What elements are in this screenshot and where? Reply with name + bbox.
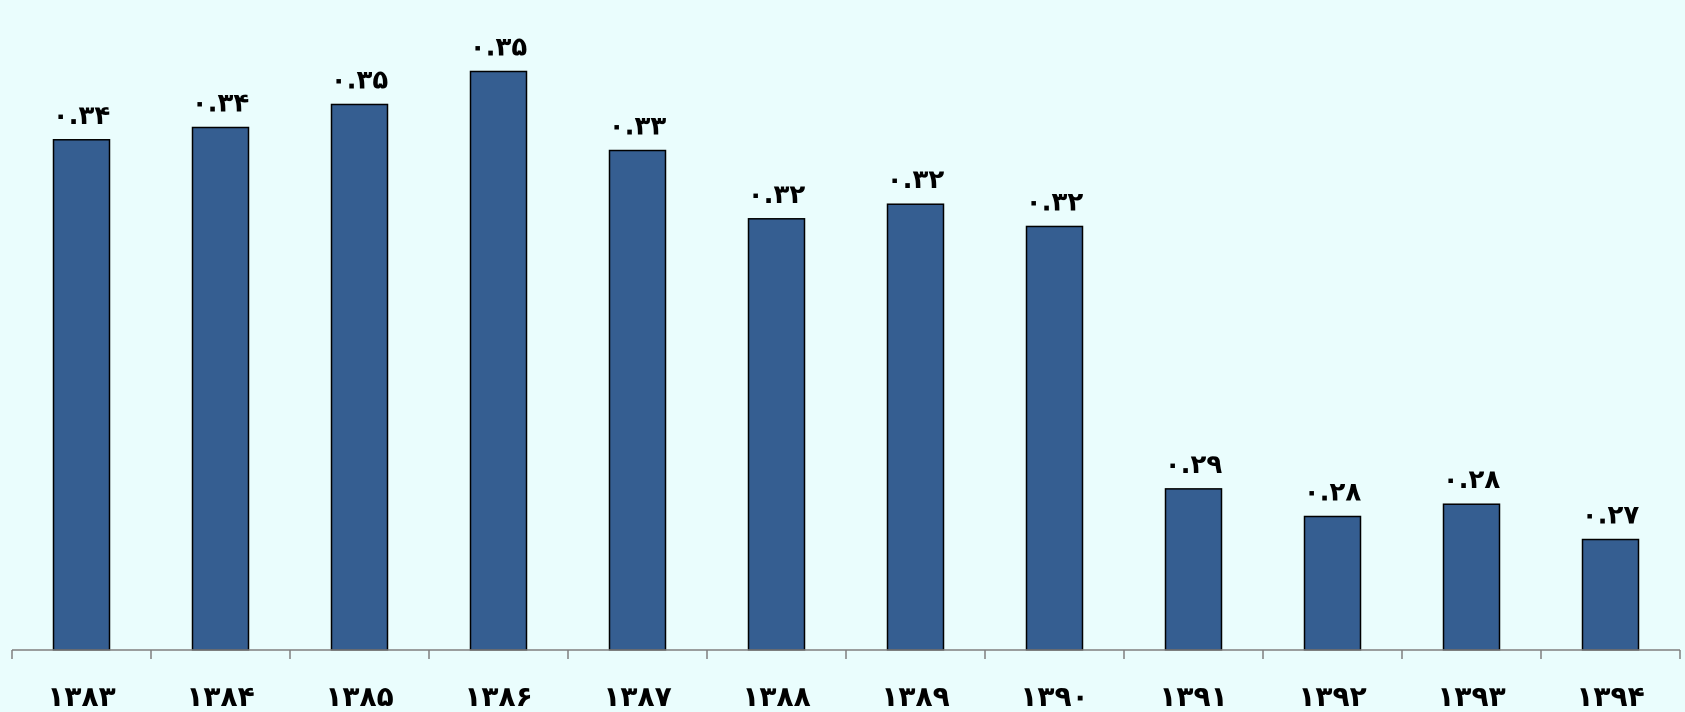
bar-5 [747, 218, 806, 651]
bar-3 [469, 70, 528, 651]
bar-2 [330, 103, 389, 651]
bar-10 [1442, 503, 1501, 651]
bar-1 [191, 126, 250, 651]
data-label-0: ۰.۳۴ [53, 101, 110, 131]
data-label-5: ۰.۳۲ [748, 180, 806, 210]
bar-6 [886, 203, 945, 651]
x-tick-label-9: ۱۳۹۲ [1298, 680, 1366, 712]
x-tick-label-2: ۱۳۸۵ [325, 680, 393, 712]
data-label-9: ۰.۲۸ [1304, 477, 1362, 507]
bar-0 [52, 139, 111, 651]
x-tick-label-7: ۱۳۹۰ [1020, 680, 1088, 712]
x-tick-label-8: ۱۳۹۱ [1159, 680, 1227, 712]
data-label-6: ۰.۳۲ [887, 165, 945, 195]
data-label-11: ۰.۲۷ [1582, 501, 1640, 531]
data-label-8: ۰.۲۹ [1165, 450, 1223, 480]
x-tick-label-5: ۱۳۸۸ [742, 680, 810, 712]
data-label-10: ۰.۲۸ [1443, 465, 1501, 495]
bars-group [52, 70, 1640, 651]
x-tick-label-6: ۱۳۸۹ [881, 680, 949, 712]
bar-9 [1303, 515, 1362, 651]
data-label-4: ۰.۳۳ [609, 112, 667, 142]
x-tick-label-0: ۱۳۸۳ [47, 680, 115, 712]
bar-4 [608, 149, 667, 651]
data-label-7: ۰.۳۲ [1026, 187, 1084, 217]
x-axis-ticks-group [11, 650, 1681, 659]
x-tick-label-4: ۱۳۸۷ [603, 680, 671, 712]
x-axis-tick-labels-group: ۱۳۸۳ ۱۳۸۴ ۱۳۸۵ ۱۳۸۶ ۱۳۸۷ ۱۳۸۸ ۱۳۸۹ ۱۳۹۰ ۱۳۹۱ ۱۳۹۲… [47, 680, 1644, 712]
bar-11 [1581, 538, 1640, 651]
x-tick-label-10: ۱۳۹۳ [1437, 680, 1505, 712]
bar-8 [1164, 488, 1223, 651]
data-label-2: ۰.۳۵ [331, 65, 389, 95]
data-labels-group: ۰.۳۴ ۰.۳۴ ۰.۳۵ ۰.۳۵ ۰.۳۳ ۰.۳۲ ۰.۳۲ ۰.۳۲ ۰.۲۹ ۰.۲۸… [53, 32, 1640, 530]
x-tick-label-3: ۱۳۸۶ [464, 680, 532, 712]
data-label-3: ۰.۳۵ [470, 32, 528, 62]
x-tick-label-11: ۱۳۹۴ [1576, 680, 1644, 712]
data-label-1: ۰.۳۴ [192, 88, 249, 118]
x-tick-label-1: ۱۳۸۴ [186, 680, 254, 712]
bar-7 [1025, 225, 1084, 651]
